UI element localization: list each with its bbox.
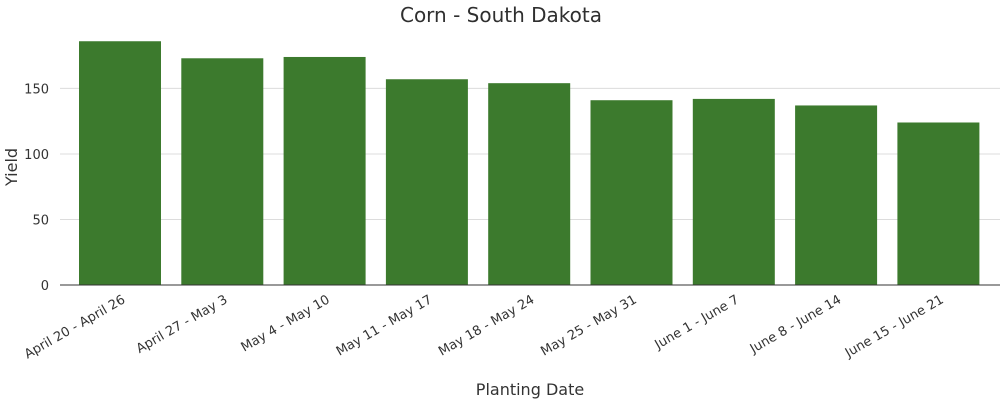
- bar: [283, 56, 366, 286]
- y-tick-label: 0: [41, 279, 49, 294]
- y-axis-title: Yield: [2, 148, 21, 187]
- x-axis-title: Planting Date: [476, 380, 584, 399]
- x-tick-label: May 18 - May 24: [436, 292, 537, 359]
- y-tick-label: 100: [24, 148, 49, 163]
- x-tick-label: May 11 - May 17: [334, 292, 435, 359]
- x-tick-label: June 15 - June 21: [842, 292, 946, 361]
- bar: [79, 41, 161, 286]
- bar: [590, 100, 673, 285]
- bar: [488, 83, 571, 285]
- x-tick-labels: April 20 - April 26 April 27 - May 3 May 4…: [22, 292, 946, 362]
- y-tick-label: 150: [24, 82, 49, 97]
- x-tick-label: May 4 - May 10: [239, 292, 333, 355]
- bar: [181, 58, 264, 285]
- bar: [692, 98, 775, 285]
- bar: [385, 79, 468, 285]
- bar: [897, 122, 980, 285]
- bars: [79, 41, 980, 286]
- x-tick-label: April 27 - May 3: [134, 292, 230, 356]
- bar: [795, 105, 878, 286]
- y-tick-labels: 0 50 100 150: [24, 82, 49, 294]
- x-tick-label: June 1 - June 7: [652, 292, 742, 353]
- y-tick-label: 50: [32, 213, 49, 228]
- x-tick-label: June 8 - June 14: [747, 292, 844, 357]
- x-tick-label: April 20 - April 26: [22, 292, 128, 362]
- chart-title: Corn - South Dakota: [400, 3, 602, 27]
- x-tick-label: May 25 - May 31: [538, 292, 639, 359]
